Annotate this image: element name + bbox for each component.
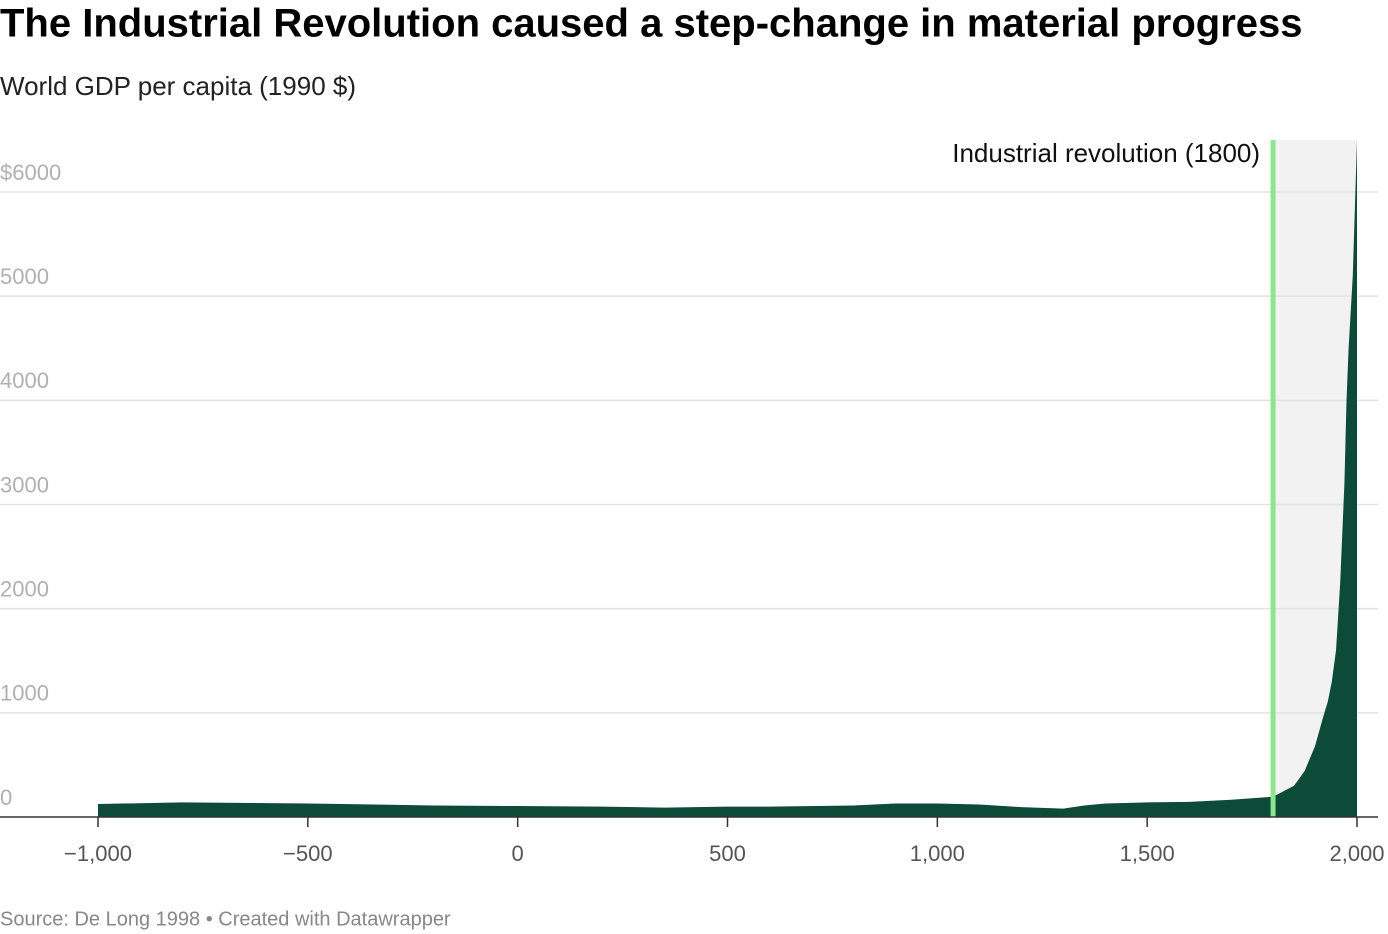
chart-subtitle: World GDP per capita (1990 $) [0, 71, 356, 101]
y-tick-label: 3000 [0, 472, 49, 497]
area [98, 139, 1357, 817]
x-tick-label: 1,000 [910, 841, 965, 866]
y-tick-label: 5000 [0, 264, 49, 289]
y-tick-label: 0 [0, 785, 12, 810]
chart-title: The Industrial Revolution caused a step-… [0, 2, 1303, 46]
y-tick-label: 2000 [0, 576, 49, 601]
x-tick-label: 0 [512, 841, 524, 866]
annotation-label: Industrial revolution (1800) [952, 138, 1260, 168]
source: Source: De Long 1998 • Created with Data… [0, 908, 451, 930]
x-tick-label: −1,000 [64, 841, 132, 866]
y-tick-label: $6000 [0, 160, 61, 185]
y-tick-label: 1000 [0, 681, 49, 706]
x-tick-label: −500 [283, 841, 333, 866]
y-tick-label: 4000 [0, 368, 49, 393]
x-tick-label: 500 [709, 841, 746, 866]
x-tick-label: 1,500 [1120, 841, 1175, 866]
x-tick-label: 2,000 [1329, 841, 1384, 866]
